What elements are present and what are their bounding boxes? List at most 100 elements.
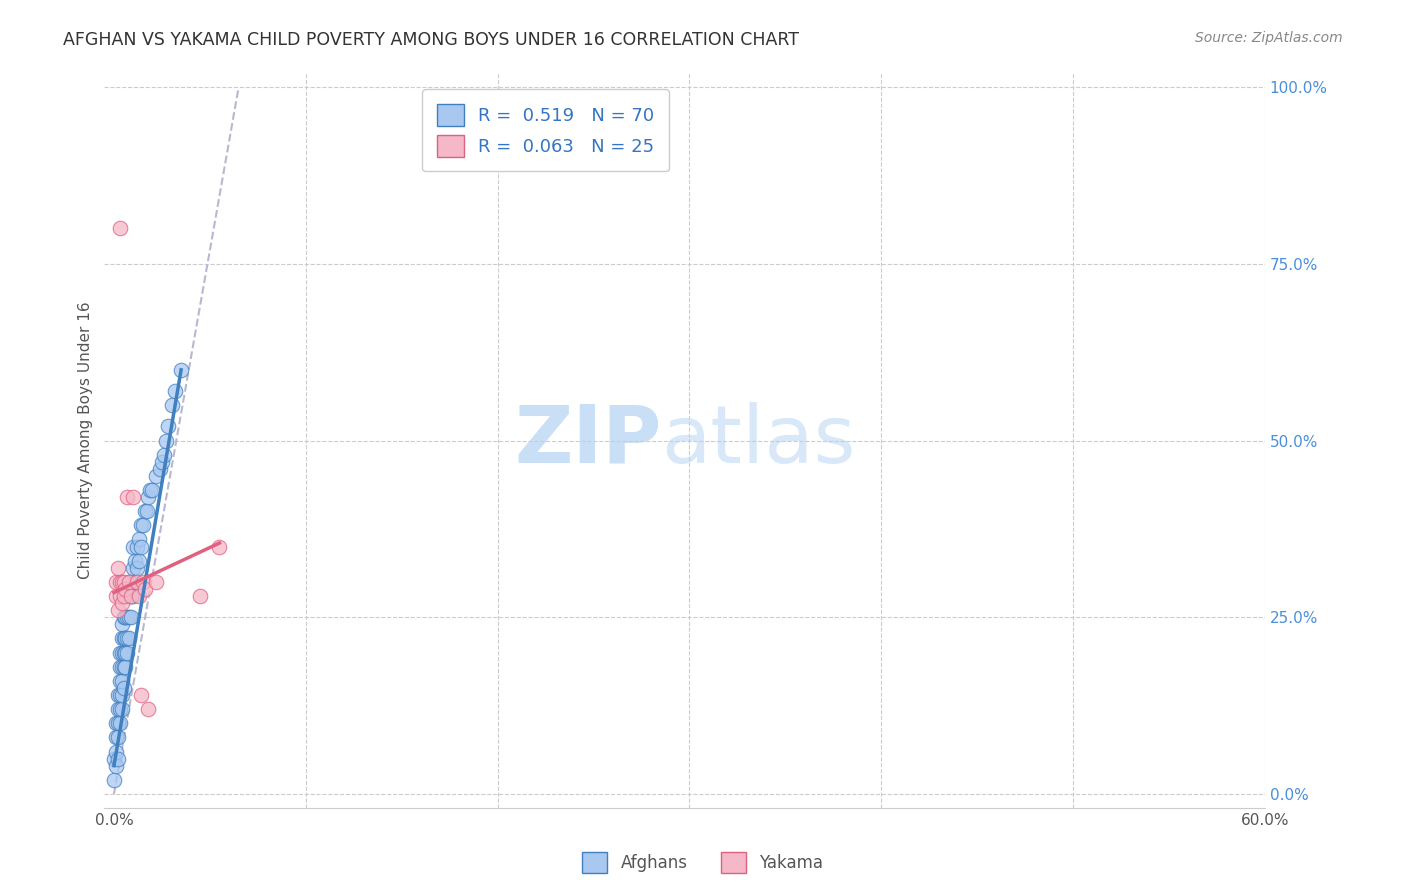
Point [111, 688, 134, 702]
Point [129, 688, 152, 702]
Point [129, 518, 152, 533]
Point [118, 574, 141, 589]
Point [111, 632, 134, 646]
Point [107, 561, 129, 575]
Point [111, 574, 134, 589]
Point [111, 617, 134, 632]
Point [139, 483, 162, 497]
Point [120, 589, 142, 603]
Point [112, 589, 135, 603]
Point [112, 646, 135, 660]
Point [128, 589, 150, 603]
Point [112, 659, 135, 673]
Point [122, 574, 145, 589]
Point [160, 398, 183, 412]
Point [104, 758, 127, 772]
Point [124, 574, 146, 589]
Point [107, 731, 129, 745]
Point [107, 603, 129, 617]
Point [112, 610, 135, 624]
Text: atlas: atlas [661, 401, 856, 480]
Point [111, 659, 134, 673]
Point [117, 646, 139, 660]
Point [150, 455, 173, 469]
Point [108, 646, 131, 660]
Point [141, 483, 163, 497]
Point [112, 574, 135, 589]
Point [120, 610, 142, 624]
Point [188, 589, 211, 603]
Point [122, 490, 145, 504]
Point [108, 688, 131, 702]
Point [111, 673, 134, 688]
Point [104, 589, 127, 603]
Point [155, 434, 177, 448]
Point [114, 659, 136, 673]
Point [107, 688, 129, 702]
Point [107, 702, 129, 716]
Point [107, 751, 129, 765]
Point [112, 632, 135, 646]
Point [118, 632, 141, 646]
Point [118, 610, 141, 624]
Point [104, 731, 127, 745]
Point [108, 589, 131, 603]
Point [145, 468, 167, 483]
Point [138, 702, 160, 716]
Point [208, 540, 231, 554]
Point [114, 646, 136, 660]
Point [124, 554, 146, 568]
Text: AFGHAN VS YAKAMA CHILD POVERTY AMONG BOYS UNDER 16 CORRELATION CHART: AFGHAN VS YAKAMA CHILD POVERTY AMONG BOY… [63, 31, 799, 49]
Point [165, 384, 187, 398]
Point [111, 596, 134, 610]
Point [104, 745, 127, 759]
Point [114, 632, 136, 646]
Point [132, 518, 155, 533]
Legend: R =  0.519   N = 70, R =  0.063   N = 25: R = 0.519 N = 70, R = 0.063 N = 25 [422, 89, 669, 171]
Point [132, 574, 155, 589]
Point [117, 589, 139, 603]
Point [117, 490, 139, 504]
Point [108, 221, 131, 235]
Point [122, 589, 145, 603]
Text: Source: ZipAtlas.com: Source: ZipAtlas.com [1195, 31, 1343, 45]
Point [108, 702, 131, 716]
Point [108, 574, 131, 589]
Point [107, 716, 129, 731]
Point [170, 363, 193, 377]
Point [145, 574, 167, 589]
Point [117, 632, 139, 646]
Text: ZIP: ZIP [515, 401, 661, 480]
Point [118, 589, 141, 603]
Point [108, 716, 131, 731]
Point [149, 462, 172, 476]
Legend: Afghans, Yakama: Afghans, Yakama [576, 846, 830, 880]
Point [104, 716, 127, 731]
Point [134, 582, 156, 596]
Point [104, 574, 127, 589]
Point [125, 574, 148, 589]
Point [108, 673, 131, 688]
Point [111, 646, 134, 660]
Point [138, 490, 160, 504]
Point [103, 751, 125, 765]
Point [111, 702, 134, 716]
Point [114, 610, 136, 624]
Point [114, 582, 136, 596]
Point [103, 772, 125, 787]
Point [135, 504, 157, 518]
Point [153, 448, 176, 462]
Point [117, 610, 139, 624]
Point [118, 574, 141, 589]
Point [120, 589, 142, 603]
Point [156, 419, 179, 434]
Point [129, 540, 152, 554]
Point [108, 659, 131, 673]
Point [128, 533, 150, 547]
Y-axis label: Child Poverty Among Boys Under 16: Child Poverty Among Boys Under 16 [79, 301, 93, 579]
Point [134, 504, 156, 518]
Point [122, 561, 145, 575]
Point [128, 554, 150, 568]
Point [112, 681, 135, 695]
Point [125, 540, 148, 554]
